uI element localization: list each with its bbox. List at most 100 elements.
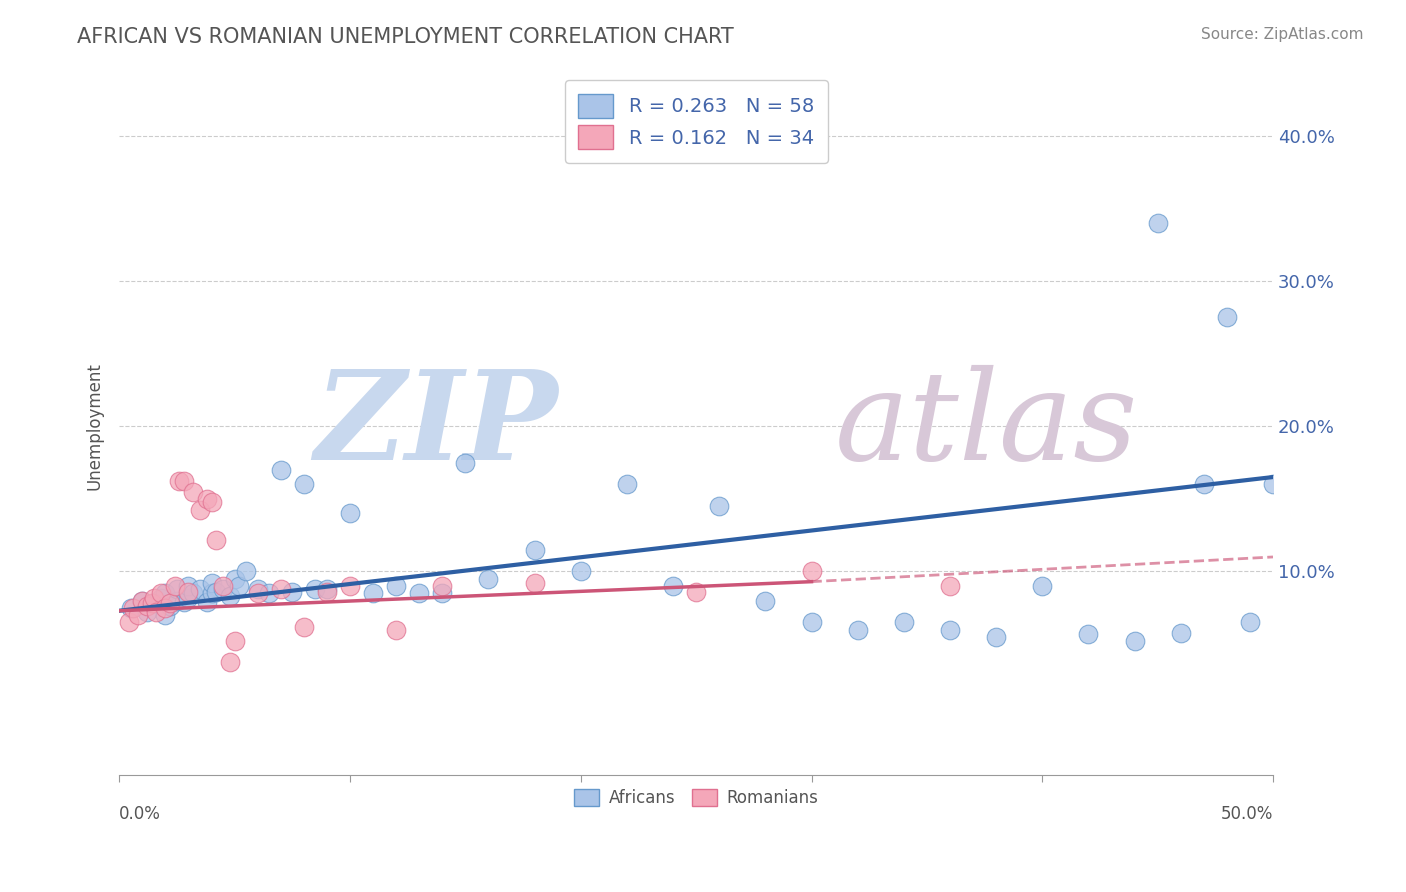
Point — [1146, 216, 1168, 230]
Legend: Africans, Romanians: Africans, Romanians — [565, 780, 827, 815]
Point — [122, 600, 145, 615]
Point — [205, 533, 228, 547]
Point — [432, 586, 454, 600]
Point — [432, 579, 454, 593]
Text: 50.0%: 50.0% — [1220, 805, 1272, 823]
Point — [224, 634, 246, 648]
Point — [149, 591, 172, 605]
Point — [246, 586, 269, 600]
Point — [163, 579, 186, 593]
Point — [304, 582, 326, 596]
Point — [228, 579, 250, 593]
Point — [219, 589, 242, 603]
Point — [155, 600, 177, 615]
Point — [195, 595, 218, 609]
Point — [454, 456, 477, 470]
Point — [173, 595, 195, 609]
Point — [893, 615, 915, 630]
Point — [292, 477, 315, 491]
Point — [754, 593, 776, 607]
Point — [169, 475, 191, 489]
Point — [385, 579, 408, 593]
Point — [1031, 579, 1053, 593]
Point — [662, 579, 685, 593]
Point — [177, 591, 200, 605]
Point — [270, 463, 292, 477]
Text: ZIP: ZIP — [314, 366, 558, 487]
Point — [131, 593, 153, 607]
Point — [188, 582, 211, 596]
Text: Source: ZipAtlas.com: Source: ZipAtlas.com — [1201, 27, 1364, 42]
Y-axis label: Unemployment: Unemployment — [86, 362, 103, 490]
Point — [939, 623, 962, 637]
Point — [131, 593, 153, 607]
Point — [173, 475, 195, 489]
Point — [1261, 477, 1284, 491]
Point — [316, 584, 339, 599]
Point — [166, 593, 188, 607]
Point — [523, 576, 546, 591]
Point — [616, 477, 638, 491]
Point — [159, 599, 181, 614]
Point — [136, 599, 159, 614]
Point — [984, 630, 1007, 644]
Point — [141, 597, 163, 611]
Point — [316, 582, 339, 596]
Point — [800, 565, 823, 579]
Point — [155, 586, 177, 600]
Point — [1077, 627, 1099, 641]
Point — [523, 542, 546, 557]
Point — [159, 597, 181, 611]
Point — [235, 565, 257, 579]
Point — [224, 572, 246, 586]
Point — [145, 605, 167, 619]
Point — [569, 565, 592, 579]
Text: atlas: atlas — [835, 366, 1137, 487]
Point — [939, 579, 962, 593]
Point — [120, 600, 142, 615]
Point — [246, 582, 269, 596]
Point — [385, 623, 408, 637]
Point — [1170, 625, 1192, 640]
Point — [149, 586, 172, 600]
Point — [339, 579, 361, 593]
Point — [117, 615, 139, 630]
Point — [142, 597, 165, 611]
Point — [1216, 310, 1239, 325]
Point — [1192, 477, 1215, 491]
Point — [408, 586, 430, 600]
Point — [281, 584, 304, 599]
Point — [846, 623, 869, 637]
Point — [177, 579, 200, 593]
Point — [1123, 634, 1146, 648]
Point — [709, 499, 731, 513]
Point — [142, 591, 165, 605]
Point — [212, 582, 235, 596]
Point — [477, 572, 499, 586]
Point — [200, 576, 222, 591]
Point — [166, 582, 188, 596]
Point — [200, 586, 222, 600]
Point — [136, 605, 159, 619]
Text: 0.0%: 0.0% — [120, 805, 162, 823]
Point — [188, 503, 211, 517]
Point — [200, 494, 222, 508]
Text: AFRICAN VS ROMANIAN UNEMPLOYMENT CORRELATION CHART: AFRICAN VS ROMANIAN UNEMPLOYMENT CORRELA… — [77, 27, 734, 46]
Point — [177, 584, 200, 599]
Point — [195, 491, 218, 506]
Point — [259, 586, 281, 600]
Point — [292, 620, 315, 634]
Point — [361, 586, 384, 600]
Point — [800, 615, 823, 630]
Point — [1239, 615, 1261, 630]
Point — [181, 484, 204, 499]
Point — [212, 579, 235, 593]
Point — [205, 584, 228, 599]
Point — [685, 584, 707, 599]
Point — [155, 608, 177, 623]
Point — [270, 582, 292, 596]
Point — [181, 586, 204, 600]
Point — [339, 507, 361, 521]
Point — [219, 655, 242, 669]
Point — [127, 608, 149, 623]
